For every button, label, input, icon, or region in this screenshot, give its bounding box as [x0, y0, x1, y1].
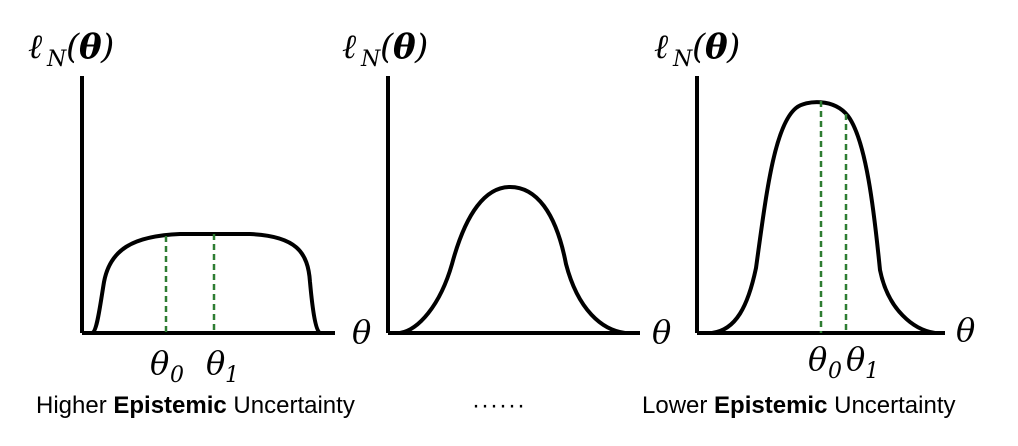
ell-subscript: N	[672, 47, 693, 72]
paren-close: )	[100, 27, 114, 67]
ell-symbol: ℓ	[342, 27, 356, 67]
theta1-label: θ 1	[206, 344, 239, 388]
caption-left-pre: Higher	[36, 392, 114, 419]
ell-subscript: N	[46, 47, 67, 72]
ell-symbol: ℓ	[28, 27, 42, 67]
x-axis-label-panel-3: θ	[956, 311, 975, 349]
paren-open: (	[692, 27, 706, 67]
theta0-symbol: θ	[150, 344, 169, 382]
theta1-label: θ 1	[846, 340, 879, 384]
caption-right-pre: Lower	[642, 392, 715, 419]
caption-ellipsis: ······	[472, 392, 526, 419]
x-axis-label-panel-1: θ	[352, 313, 371, 351]
theta0-label: θ 0	[150, 344, 184, 388]
theta-bold: θ	[705, 27, 728, 67]
y-axis-label: ℓ N ( θ )	[28, 27, 114, 72]
caption-right-bold: Epistemic	[714, 392, 828, 419]
theta1-symbol: θ	[846, 340, 865, 378]
panel-flat-likelihood: ℓ N ( θ ) θ 0 θ 1	[28, 27, 335, 388]
paren-close: )	[726, 27, 740, 67]
theta-bold: θ	[79, 27, 102, 67]
theta-bold: θ	[393, 27, 416, 67]
theta0-subscript: 0	[828, 359, 842, 384]
likelihood-curve	[399, 185, 626, 335]
x-axis-label-panel-2: θ	[652, 313, 671, 351]
paren-open: (	[66, 27, 80, 67]
y-axis-label: ℓ N ( θ )	[654, 27, 740, 72]
theta0-symbol: θ	[808, 340, 827, 378]
y-axis-label: ℓ N ( θ )	[342, 27, 428, 72]
paren-open: (	[380, 27, 394, 67]
theta0-label: θ 0	[808, 340, 842, 384]
ell-subscript: N	[360, 47, 381, 72]
caption-higher-uncertainty: Higher Epistemic Uncertainty	[36, 389, 355, 423]
paren-close: )	[414, 27, 428, 67]
caption-lower-uncertainty: Lower Epistemic Uncertainty	[642, 389, 956, 423]
caption-left-post: Uncertainty	[226, 392, 355, 419]
theta1-subscript: 1	[225, 363, 239, 388]
theta1-symbol: θ	[206, 344, 225, 382]
likelihood-curve	[711, 100, 936, 335]
caption-right-post: Uncertainty	[827, 392, 956, 419]
caption-left-bold: Epistemic	[113, 392, 227, 419]
ell-symbol: ℓ	[654, 27, 668, 67]
theta1-subscript: 1	[865, 359, 879, 384]
panel-peaked-likelihood: ℓ N ( θ ) θ 0 θ 1	[654, 27, 945, 384]
panel-medium-likelihood: ℓ N ( θ )	[342, 27, 640, 335]
likelihood-curve	[82, 232, 335, 335]
theta0-subscript: 0	[170, 363, 184, 388]
